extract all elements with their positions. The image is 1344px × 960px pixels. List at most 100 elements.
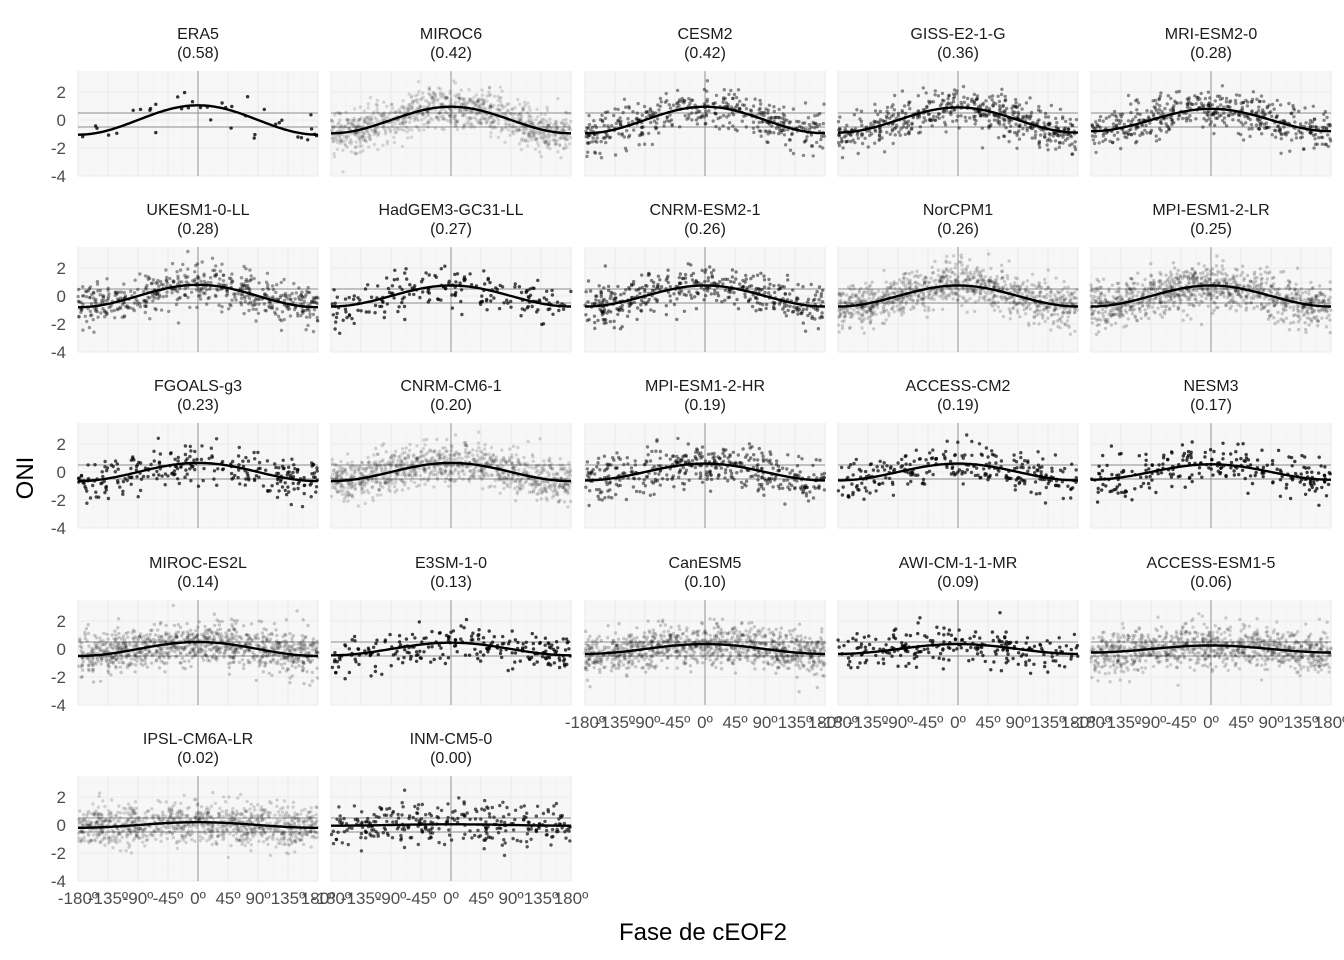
data-point xyxy=(134,297,138,302)
panel-score: (0.42) xyxy=(684,45,726,62)
data-point xyxy=(151,278,156,282)
data-point xyxy=(1036,312,1041,316)
data-point xyxy=(795,305,799,310)
data-point xyxy=(409,95,414,100)
data-point xyxy=(288,314,293,318)
data-point xyxy=(456,119,460,124)
data-point xyxy=(470,101,474,105)
data-point xyxy=(640,125,644,129)
panel-title: UKESM1-0-LL xyxy=(146,202,249,219)
data-point xyxy=(449,109,453,113)
data-point xyxy=(1061,141,1065,145)
data-point xyxy=(519,314,523,318)
data-point xyxy=(128,306,132,310)
data-point xyxy=(881,310,886,314)
data-point xyxy=(542,296,546,300)
data-point xyxy=(247,286,251,291)
data-point xyxy=(1043,132,1047,136)
data-point xyxy=(1260,111,1264,115)
data-point xyxy=(521,107,526,112)
data-point xyxy=(372,132,376,137)
data-point xyxy=(489,115,493,119)
data-point xyxy=(900,108,904,113)
data-point xyxy=(555,300,560,304)
data-point xyxy=(1016,110,1020,115)
data-point xyxy=(527,132,531,137)
data-point xyxy=(1093,134,1098,139)
data-point xyxy=(360,134,364,139)
data-point xyxy=(917,295,921,299)
data-point xyxy=(453,114,457,118)
data-point xyxy=(871,312,875,317)
data-point xyxy=(459,299,463,304)
data-point xyxy=(751,126,756,130)
data-point xyxy=(363,138,368,142)
data-point xyxy=(385,276,389,280)
data-point xyxy=(434,115,439,120)
data-point xyxy=(1002,134,1006,138)
data-point xyxy=(1060,314,1064,319)
data-point xyxy=(94,301,98,305)
data-point xyxy=(83,314,88,318)
data-point xyxy=(624,105,628,109)
data-point xyxy=(519,290,524,295)
data-point xyxy=(645,284,649,288)
data-point xyxy=(438,111,442,115)
data-point xyxy=(991,296,996,300)
data-point xyxy=(700,268,704,273)
data-point xyxy=(937,112,941,116)
data-point xyxy=(654,286,659,291)
data-point xyxy=(474,101,478,105)
data-point xyxy=(873,120,877,125)
data-point xyxy=(382,114,386,119)
data-point xyxy=(1057,140,1062,145)
data-point xyxy=(349,150,353,154)
data-point xyxy=(1256,126,1261,131)
data-point xyxy=(818,316,822,320)
data-point xyxy=(1036,303,1041,308)
data-point xyxy=(300,290,304,294)
data-point xyxy=(612,326,616,330)
data-point xyxy=(211,268,215,273)
data-point xyxy=(559,135,563,139)
data-point xyxy=(228,302,232,307)
data-point xyxy=(352,122,356,127)
data-point xyxy=(1007,139,1011,144)
data-point xyxy=(448,107,452,112)
data-point xyxy=(848,132,853,137)
data-point xyxy=(923,275,928,279)
data-point xyxy=(496,135,501,140)
data-point xyxy=(364,310,368,314)
data-point xyxy=(506,108,510,113)
data-point xyxy=(1091,125,1095,129)
data-point xyxy=(734,270,738,274)
data-point xyxy=(1220,264,1224,268)
data-point xyxy=(1064,119,1068,124)
data-point xyxy=(492,118,496,123)
data-point xyxy=(1217,114,1222,118)
data-point xyxy=(1021,114,1025,119)
data-point xyxy=(1008,301,1012,305)
panel-score: (0.26) xyxy=(684,221,726,238)
data-point xyxy=(480,103,485,107)
data-point xyxy=(996,305,1000,309)
data-point xyxy=(363,118,367,122)
data-point xyxy=(122,301,126,305)
data-point xyxy=(635,111,639,115)
data-point xyxy=(381,143,385,147)
data-point xyxy=(1066,285,1070,289)
data-point xyxy=(837,127,842,131)
data-point xyxy=(876,120,880,125)
data-point xyxy=(616,107,620,112)
data-point xyxy=(109,309,114,313)
data-point xyxy=(676,101,680,105)
data-point xyxy=(791,288,795,292)
data-point xyxy=(403,116,407,120)
data-point xyxy=(434,93,438,97)
data-point xyxy=(727,290,731,294)
data-point xyxy=(397,305,401,309)
data-point xyxy=(736,307,741,311)
data-point xyxy=(837,134,841,138)
data-point xyxy=(995,274,999,279)
